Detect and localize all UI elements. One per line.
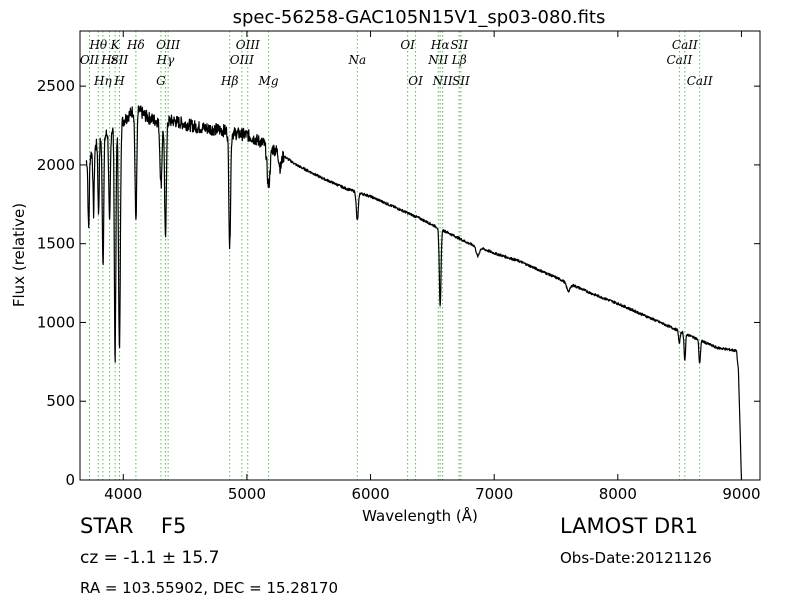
spectral-line-label: K — [110, 38, 121, 52]
x-tick-label: 9000 — [722, 485, 760, 503]
x-axis-label: Wavelength (Å) — [362, 506, 478, 525]
spectral-line-label: OIII — [230, 53, 254, 67]
spectral-line-label: OII — [80, 53, 100, 67]
object-class-row: STAR F5 — [80, 514, 186, 538]
spectral-line-label: Hδ — [126, 38, 145, 52]
spectrum-line — [85, 105, 743, 481]
spectral-line-label: Mg — [258, 74, 279, 88]
spectral-line-markers: OIIHθHηHεKSIIHHδGHγOIIIHβOIIIOIIIMgNaOIO… — [80, 31, 713, 480]
object-class: STAR — [80, 514, 134, 538]
spectral-line-label: Hβ — [220, 74, 238, 88]
observation-date: Obs-Date:20121126 — [560, 549, 712, 567]
spectral-line-label: Hθ — [88, 38, 107, 52]
object-subclass: F5 — [160, 514, 187, 538]
spectral-line-label: OI — [408, 74, 423, 88]
spectral-line-label: Hγ — [156, 53, 175, 67]
x-tick-label: 4000 — [104, 485, 142, 503]
y-tick-label: 0 — [65, 471, 75, 489]
spectrum-series — [85, 105, 743, 481]
x-tick-label: 5000 — [228, 485, 266, 503]
spectral-line-label: SII — [450, 38, 468, 52]
spectral-line-label: Hε — [100, 53, 118, 67]
spectral-line-label: OI — [400, 38, 415, 52]
spectral-line-label: NII — [432, 74, 453, 88]
spectral-line-label: CaII — [672, 38, 698, 52]
y-tick-label: 1000 — [37, 313, 75, 331]
x-tick-label: 8000 — [599, 485, 637, 503]
y-tick-label: 500 — [46, 392, 75, 410]
spectral-line-label: OIII — [156, 38, 180, 52]
chart-title: spec-56258-GAC105N15V1_sp03-080.fits — [233, 7, 606, 28]
coordinates-text: RA = 103.55902, DEC = 15.28170 — [80, 579, 339, 597]
axis-ticks: 4000 5000 6000 7000 8000 9000 0 500 1000 1500 2000… — [37, 31, 761, 503]
redshift-text: cz = -1.1 ± 15.7 — [80, 548, 220, 568]
y-axis-label: Flux (relative) — [10, 203, 28, 307]
spectral-line-label: CaII — [666, 53, 692, 67]
y-tick-label: 1500 — [37, 235, 75, 253]
plot-frame — [79, 30, 761, 481]
spectral-line-label: Hη — [93, 74, 112, 88]
spectral-line-label: Hα — [430, 38, 450, 52]
spectral-line-label: SII — [452, 74, 470, 88]
spectral-line-label: H — [113, 74, 125, 88]
y-tick-label: 2500 — [37, 77, 75, 95]
survey-name: LAMOST DR1 — [560, 514, 699, 538]
x-tick-label: 6000 — [351, 485, 389, 503]
spectral-line-label: NII — [427, 53, 448, 67]
x-tick-label: 7000 — [475, 485, 513, 503]
spectral-line-label: G — [156, 74, 166, 88]
spectral-line-label: OIII — [236, 38, 260, 52]
y-tick-label: 2000 — [37, 156, 75, 174]
spectral-line-label: Na — [347, 53, 366, 67]
spectral-line-label: CaII — [687, 74, 713, 88]
